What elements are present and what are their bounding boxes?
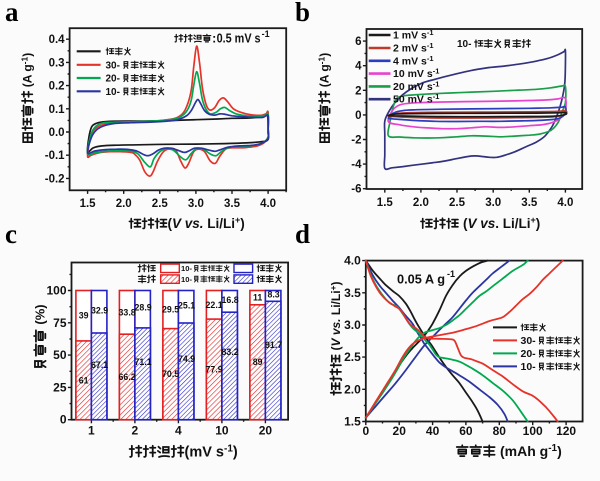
svg-text:4.0: 4.0 xyxy=(260,198,276,210)
svg-text:2: 2 xyxy=(355,85,361,97)
svg-text:0.05 A g: 0.05 A g xyxy=(397,272,445,287)
svg-text:10-: 10- xyxy=(106,87,120,98)
svg-text:67.1: 67.1 xyxy=(91,360,108,370)
svg-text:22.1: 22.1 xyxy=(206,300,223,310)
svg-text:0.0: 0.0 xyxy=(49,127,65,139)
svg-text:20 mV s-1: 20 mV s-1 xyxy=(393,79,439,93)
svg-text:-0.1: -0.1 xyxy=(45,150,65,162)
svg-text:10-: 10- xyxy=(521,361,537,373)
svg-text:3.0: 3.0 xyxy=(188,198,204,210)
svg-text:66.2: 66.2 xyxy=(119,372,136,382)
svg-text:-1: -1 xyxy=(447,269,455,279)
svg-text:0.1: 0.1 xyxy=(49,104,66,116)
svg-text:91.7: 91.7 xyxy=(265,340,282,350)
svg-text::: : xyxy=(212,32,216,46)
svg-text:-2: -2 xyxy=(351,135,361,147)
svg-text:2.5: 2.5 xyxy=(344,350,361,364)
svg-text:4 mV s-1: 4 mV s-1 xyxy=(393,54,434,68)
svg-text:0: 0 xyxy=(60,413,67,427)
svg-text:20: 20 xyxy=(259,424,273,438)
svg-text:-6: -6 xyxy=(351,184,361,196)
svg-text:-4: -4 xyxy=(351,159,362,171)
svg-text:(mAh g-1): (mAh g-1) xyxy=(500,443,562,459)
svg-text:d: d xyxy=(295,219,310,249)
svg-text:60: 60 xyxy=(459,424,473,438)
svg-text:2.0: 2.0 xyxy=(413,197,429,209)
svg-text:(V vs. Li/Li+): (V vs. Li/Li+) xyxy=(328,282,343,351)
svg-text:50: 50 xyxy=(53,348,67,362)
svg-text:71.1: 71.1 xyxy=(135,357,152,367)
svg-text:120: 120 xyxy=(556,424,576,438)
svg-text:10-: 10- xyxy=(181,275,192,284)
svg-text:b: b xyxy=(295,0,310,27)
svg-text:1 mV s-1: 1 mV s-1 xyxy=(393,28,434,42)
svg-text:89: 89 xyxy=(253,357,263,367)
svg-text:1.5: 1.5 xyxy=(80,198,97,210)
svg-text:4.0: 4.0 xyxy=(557,197,573,209)
svg-text:83.2: 83.2 xyxy=(222,347,239,357)
svg-text:4: 4 xyxy=(175,424,182,438)
svg-text:50 mV s-1: 50 mV s-1 xyxy=(393,92,439,106)
svg-text:2.5: 2.5 xyxy=(449,197,466,209)
svg-text:29.5: 29.5 xyxy=(162,305,179,315)
svg-text:(V vs. Li/Li+): (V vs. Li/Li+) xyxy=(168,215,245,231)
svg-text:(%): (%) xyxy=(33,304,48,324)
svg-text:39: 39 xyxy=(79,311,89,321)
svg-text:10: 10 xyxy=(215,424,229,438)
svg-text:1.5: 1.5 xyxy=(344,415,361,429)
svg-text:10-: 10- xyxy=(457,39,471,50)
svg-text:25: 25 xyxy=(53,380,67,394)
svg-text:77.9: 77.9 xyxy=(206,364,223,374)
svg-text:10 mV s-1: 10 mV s-1 xyxy=(393,67,439,81)
svg-text:100: 100 xyxy=(46,284,66,298)
svg-text:a: a xyxy=(5,0,19,27)
svg-text:2.0: 2.0 xyxy=(344,382,361,396)
svg-text:25.1: 25.1 xyxy=(178,300,195,310)
svg-text:20-: 20- xyxy=(521,348,537,360)
svg-text:40: 40 xyxy=(426,424,440,438)
svg-text:0.2: 0.2 xyxy=(49,81,65,93)
svg-text:4.0: 4.0 xyxy=(344,254,361,268)
svg-text:61: 61 xyxy=(79,375,89,385)
svg-text:30-: 30- xyxy=(521,335,537,347)
svg-text:75: 75 xyxy=(53,316,67,330)
svg-text:0.4: 0.4 xyxy=(49,34,66,46)
svg-text:2: 2 xyxy=(132,424,139,438)
svg-text:0.5 mV s: 0.5 mV s xyxy=(217,32,261,46)
svg-text:-1: -1 xyxy=(262,29,270,39)
svg-text:-0.2: -0.2 xyxy=(45,173,65,185)
svg-text:2.5: 2.5 xyxy=(152,198,169,210)
svg-text:70.5: 70.5 xyxy=(162,369,179,379)
svg-text:3.0: 3.0 xyxy=(344,318,361,332)
svg-text:80: 80 xyxy=(493,424,507,438)
svg-text:20: 20 xyxy=(393,424,407,438)
svg-text:32.9: 32.9 xyxy=(91,305,108,315)
svg-text:74.9: 74.9 xyxy=(178,354,195,364)
svg-text:28.9: 28.9 xyxy=(135,303,152,313)
svg-text:6: 6 xyxy=(355,36,361,48)
svg-text:2.0: 2.0 xyxy=(116,198,132,210)
svg-text:0: 0 xyxy=(355,110,361,122)
svg-text:3.0: 3.0 xyxy=(485,197,501,209)
svg-text:11: 11 xyxy=(253,293,262,303)
svg-text:1: 1 xyxy=(88,424,95,438)
svg-text:3.5: 3.5 xyxy=(344,286,361,300)
svg-text:3.5: 3.5 xyxy=(224,198,241,210)
svg-text:0: 0 xyxy=(362,424,369,438)
svg-text:(V vs. Li/Li+): (V vs. Li/Li+) xyxy=(463,215,540,231)
svg-text:100: 100 xyxy=(523,424,543,438)
svg-text:10-: 10- xyxy=(181,264,192,273)
svg-text:8.3: 8.3 xyxy=(267,289,279,299)
svg-text:1.5: 1.5 xyxy=(377,197,394,209)
svg-text:2 mV s-1: 2 mV s-1 xyxy=(393,41,434,55)
svg-text:3.5: 3.5 xyxy=(521,197,538,209)
svg-text:0.3: 0.3 xyxy=(49,57,65,69)
svg-text:c: c xyxy=(5,219,17,249)
svg-text:16.8: 16.8 xyxy=(222,295,239,305)
svg-text:30-: 30- xyxy=(106,60,120,71)
svg-text:4: 4 xyxy=(355,61,362,73)
svg-text:33.8: 33.8 xyxy=(119,307,136,317)
svg-text:20-: 20- xyxy=(106,74,120,85)
